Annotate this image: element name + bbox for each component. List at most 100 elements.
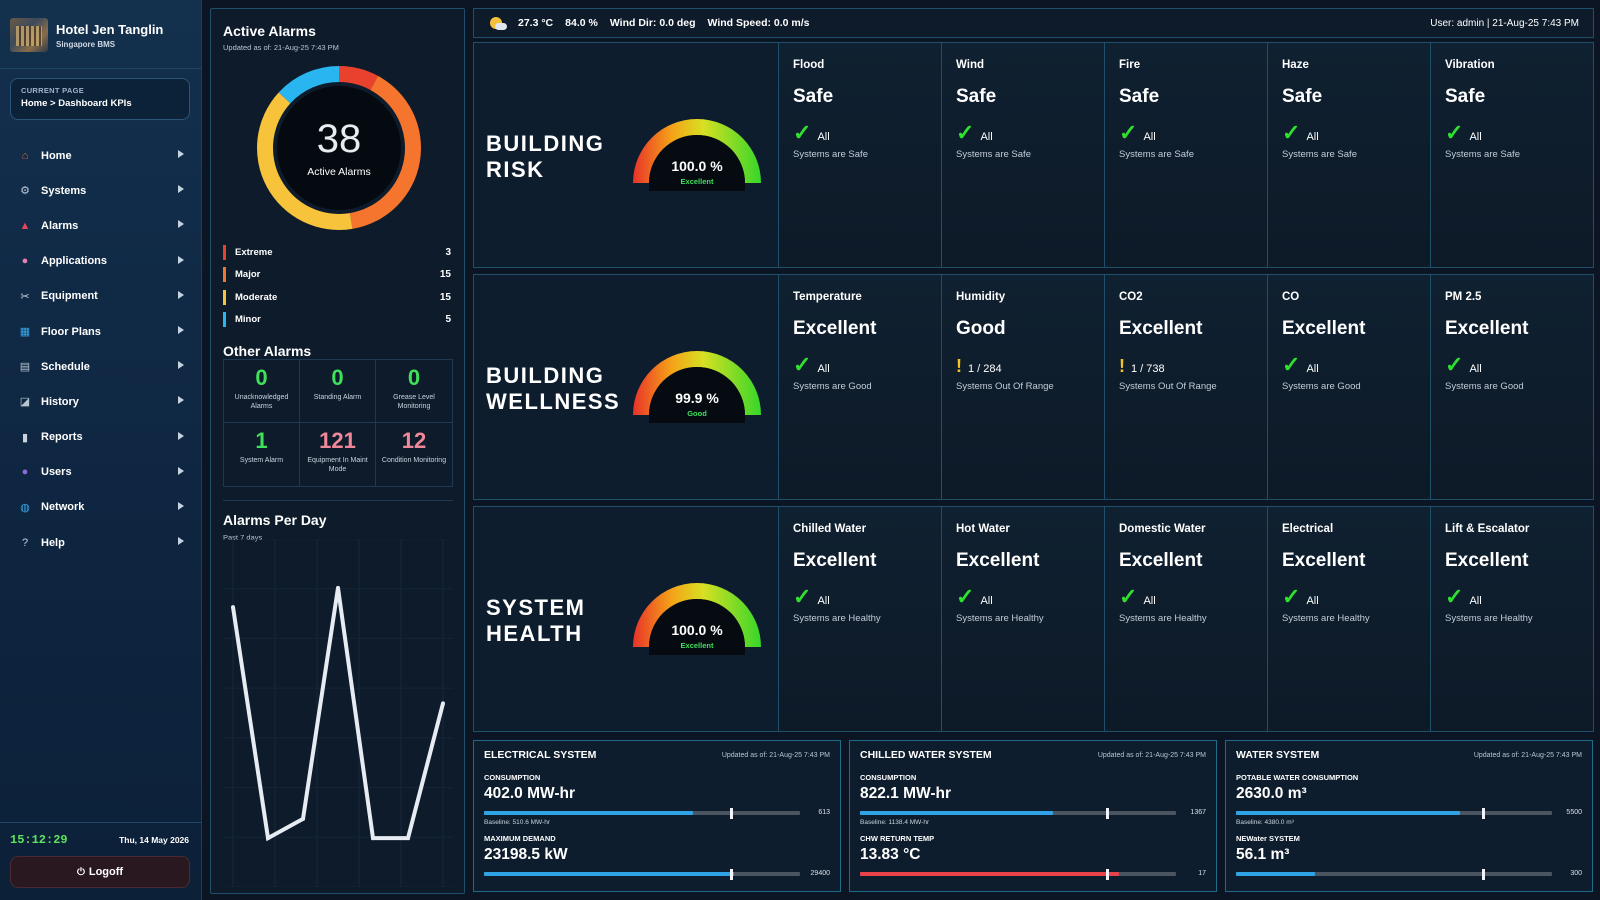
sidebar-item-schedule[interactable]: ▤ Schedule — [0, 349, 202, 384]
sidebar-item-label: Reports — [41, 431, 83, 444]
status-cards: Chilled Water Excellent ✓ All Systems are He… — [779, 507, 1593, 731]
status-card-temperature[interactable]: Temperature Excellent ✓ All Systems are Good — [779, 275, 942, 499]
baseline-text: Baseline: 510.6 MW-hr — [484, 819, 550, 826]
other-alarm-tile[interactable]: 121 Equipment In Maint Mode — [300, 423, 376, 486]
sidebar-item-equipment[interactable]: ✂ Equipment — [0, 279, 202, 314]
status-card-haze[interactable]: Haze Safe ✓ All Systems are Safe — [1268, 43, 1431, 267]
other-alarm-tile[interactable]: 1 System Alarm — [224, 423, 300, 486]
sidebar-item-network[interactable]: ◍ Network — [0, 490, 202, 525]
divider — [223, 500, 453, 501]
progress-fill — [860, 872, 1120, 876]
data-point[interactable] — [441, 701, 445, 706]
system-panel-electrical-system: ELECTRICAL SYSTEM Updated as of: 21-Aug-2… — [473, 740, 841, 892]
sidebar-item-systems[interactable]: ⚙ Systems — [0, 173, 202, 208]
status-card-wind[interactable]: Wind Safe ✓ All Systems are Safe — [942, 43, 1105, 267]
card-count-row: ✓ All — [956, 122, 1090, 144]
sidebar-item-applications[interactable]: ● Applications — [0, 244, 202, 279]
section-gauge[interactable]: 99.9 % Good — [630, 347, 764, 427]
gauge-label: Good — [687, 409, 707, 418]
sidebar-item-users[interactable]: ● Users — [0, 455, 202, 490]
status-cards: Flood Safe ✓ All Systems are Safe Wind Safe ✓ Al… — [779, 43, 1593, 267]
panel-updated: Updated as of: 21-Aug-25 7:43 PM — [1097, 752, 1206, 759]
card-status: Excellent — [956, 550, 1040, 571]
metric-value: 822.1 MW-hr — [860, 785, 951, 802]
data-point[interactable] — [336, 585, 340, 590]
donut-segment-moderate[interactable] — [257, 92, 353, 230]
other-alarm-value: 0 — [255, 365, 268, 390]
section-summary: BUILDING RISK 100.0 % Excellent — [474, 43, 779, 267]
data-point[interactable] — [371, 836, 375, 841]
data-point[interactable] — [231, 605, 235, 610]
sidebar-item-help[interactable]: ? Help — [0, 525, 202, 560]
section-gauge[interactable]: 100.0 % Excellent — [630, 115, 764, 195]
card-count-row: ! 1 / 284 — [956, 354, 1090, 376]
checkmark-icon: ✓ — [1445, 352, 1464, 377]
other-alarm-tile[interactable]: 0 Unacknowledged Alarms — [224, 360, 300, 423]
data-point[interactable] — [406, 836, 410, 841]
status-card-co2[interactable]: CO2 Excellent! 1 / 738 Systems Out Of Range — [1105, 275, 1268, 499]
sidebar-item-floor-plans[interactable]: ▦ Floor Plans — [0, 314, 202, 349]
card-count-row: ✓ All — [793, 354, 927, 376]
sidebar-item-home[interactable]: ⌂ Home — [0, 138, 202, 173]
card-name: Humidity — [956, 291, 1006, 303]
status-card-chilled-water[interactable]: Chilled Water Excellent ✓ All Systems are He… — [779, 507, 942, 731]
status-card-pm-2-5[interactable]: PM 2.5 Excellent ✓ All Systems are Good — [1431, 275, 1593, 499]
metric-max: 17 — [1198, 870, 1206, 877]
gauge-center — [649, 367, 745, 423]
severity-row-moderate[interactable]: Moderate 15 — [223, 288, 453, 306]
chevron-right-icon — [178, 537, 184, 546]
other-alarm-label: System Alarm — [239, 457, 284, 464]
severity-row-extreme[interactable]: Extreme 3 — [223, 243, 453, 261]
severity-color-bar — [223, 289, 226, 305]
status-card-domestic-water[interactable]: Domestic Water Excellent ✓ All Systems are H… — [1105, 507, 1268, 731]
data-point[interactable] — [301, 816, 305, 821]
baseline-marker — [730, 869, 734, 880]
card-status: Excellent — [1445, 318, 1529, 339]
gauge-arc — [633, 583, 761, 647]
other-alarm-label: Condition Monitoring — [381, 457, 447, 464]
other-alarm-tile[interactable]: 0 Grease Level Monitoring — [376, 360, 452, 423]
status-card-humidity[interactable]: Humidity Good! 1 / 284 Systems Out Of Range — [942, 275, 1105, 499]
sidebar-item-alarms[interactable]: ▲ Alarms — [0, 208, 202, 243]
data-point[interactable] — [266, 836, 270, 841]
baseline-marker — [1106, 808, 1110, 819]
active-alarms-donut[interactable]: 38 Active Alarms — [254, 63, 424, 233]
donut-segment-extreme[interactable] — [339, 66, 379, 90]
date: Thu, 14 May 2026 — [119, 835, 189, 845]
status-card-lift-escalator[interactable]: Lift & Escalator Excellent ✓ All Systems are… — [1431, 507, 1593, 731]
donut-segment-minor[interactable] — [278, 66, 339, 104]
status-card-hot-water[interactable]: Hot Water Excellent ✓ All Systems are Health… — [942, 507, 1105, 731]
sidebar-item-reports[interactable]: ▮ Reports — [0, 420, 202, 455]
severity-row-major[interactable]: Major 15 — [223, 266, 453, 284]
baseline-marker — [1106, 869, 1110, 880]
card-status: Safe — [956, 86, 997, 107]
card-name: CO2 — [1119, 291, 1143, 303]
section-gauge[interactable]: 100.0 % Excellent — [630, 579, 764, 659]
progress-fill — [484, 811, 693, 815]
status-card-fire[interactable]: Fire Safe ✓ All Systems are Safe — [1105, 43, 1268, 267]
progress-track — [860, 808, 1176, 819]
status-card-vibration[interactable]: Vibration Safe ✓ All Systems are Safe — [1431, 43, 1593, 267]
card-status: Safe — [793, 86, 834, 107]
brand: Hotel Jen Tanglin Singapore BMS — [10, 18, 163, 52]
other-alarm-tile[interactable]: 0 Standing Alarm — [300, 360, 376, 423]
donut-segment-major[interactable] — [349, 75, 421, 229]
app-subtitle: Singapore BMS — [56, 39, 116, 49]
sidebar-item-label: History — [41, 395, 79, 408]
logoff-button[interactable]: ⏻ Logoff — [10, 856, 190, 888]
severity-row-minor[interactable]: Minor 5 — [223, 311, 453, 329]
checkmark-icon: ✓ — [1282, 352, 1301, 377]
card-count: All — [1143, 595, 1156, 607]
card-count-row: ✓ All — [1119, 586, 1253, 608]
sidebar-item-history[interactable]: ◪ History — [0, 384, 202, 419]
gauge-center — [649, 135, 745, 191]
other-alarm-tile[interactable]: 12 Condition Monitoring — [376, 423, 452, 486]
sidebar-item-label: Help — [41, 536, 65, 549]
metric-label: CHW RETURN TEMP — [860, 834, 935, 843]
humidity: 84.0 % — [565, 17, 598, 29]
metric-progress-bar: 300 — [1236, 868, 1582, 880]
status-card-flood[interactable]: Flood Safe ✓ All Systems are Safe — [779, 43, 942, 267]
status-card-electrical[interactable]: Electrical Excellent ✓ All Systems are Healt… — [1268, 507, 1431, 731]
status-card-co[interactable]: CO Excellent ✓ All Systems are Good — [1268, 275, 1431, 499]
panel-updated: Updated as of: 21-Aug-25 7:43 PM — [721, 752, 830, 759]
